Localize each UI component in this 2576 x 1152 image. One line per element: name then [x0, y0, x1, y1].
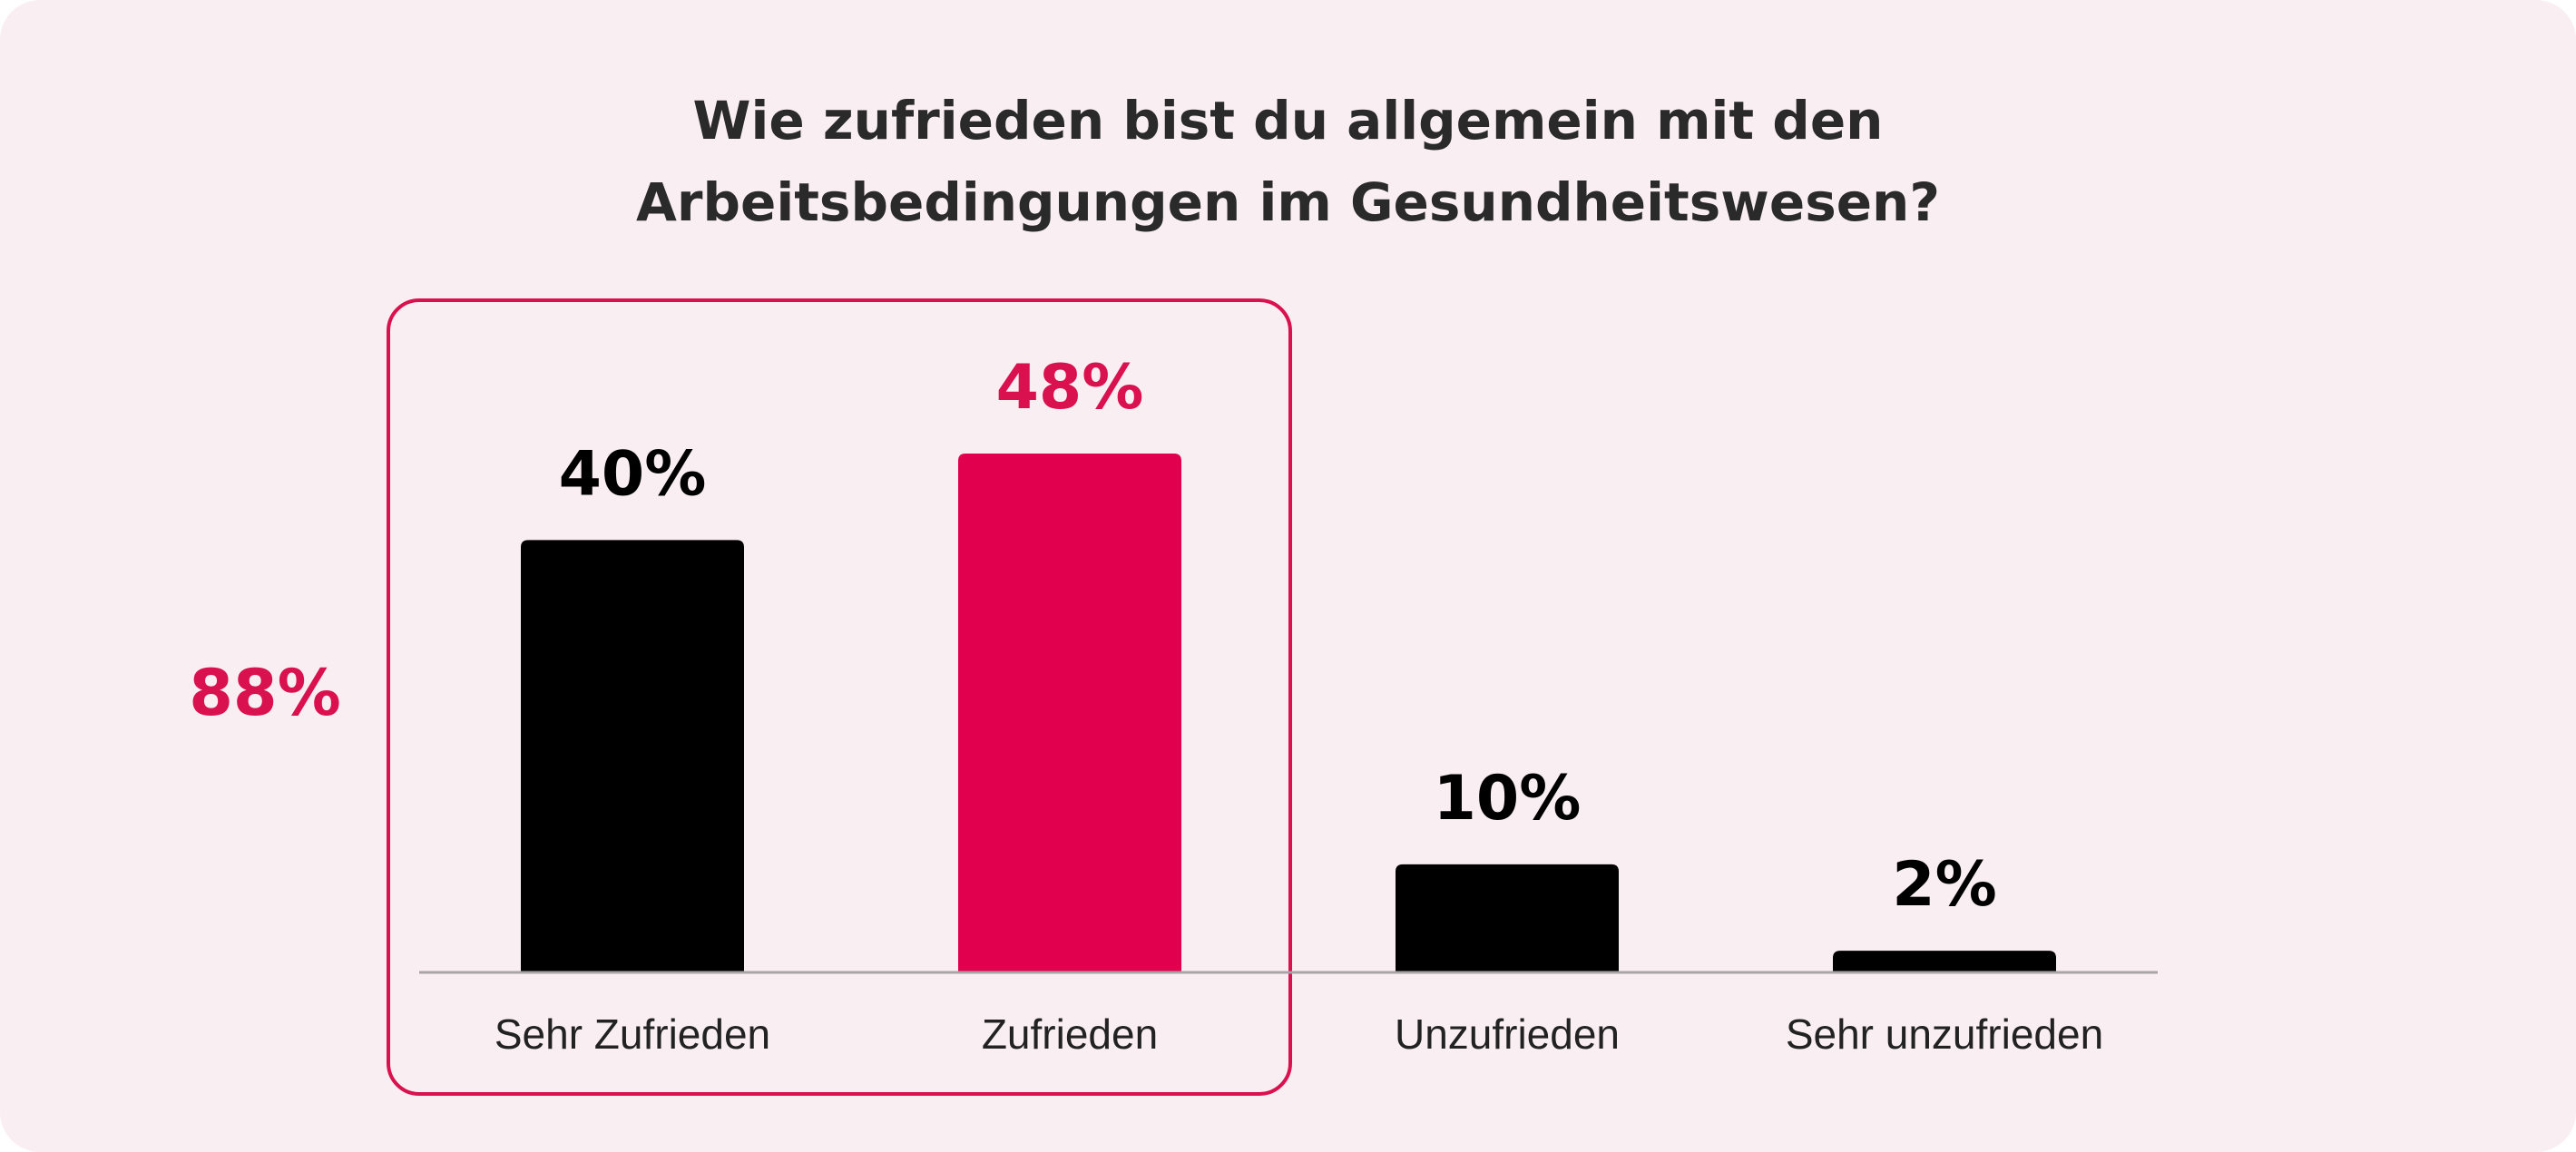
value-label-unzufrieden: 10%: [1434, 763, 1582, 835]
bar-zufrieden: [958, 454, 1181, 972]
value-label-zufrieden: 48%: [996, 352, 1144, 424]
category-label-sehr-unzufrieden: Sehr unzufrieden: [1786, 1010, 2103, 1058]
bar-sehr-unzufrieden: [1833, 951, 2056, 972]
chart-title: Wie zufrieden bist du allgemein mit den …: [0, 80, 2576, 243]
category-label-zufrieden: Zufrieden: [982, 1010, 1158, 1058]
value-label-sehr-zufrieden: 40%: [559, 438, 707, 510]
bar-sehr-zufrieden: [521, 540, 744, 972]
value-label-sehr-unzufrieden: 2%: [1892, 849, 1996, 921]
highlight-sum-label: 88%: [189, 656, 341, 730]
chart-title-line-2: Arbeitsbedingungen im Gesundheitswesen?: [635, 171, 1940, 233]
chart-title-line-1: Wie zufrieden bist du allgemein mit den: [692, 90, 1884, 151]
highlight-box: [387, 298, 1292, 1096]
category-label-sehr-zufrieden: Sehr Zufrieden: [495, 1010, 770, 1058]
bar-unzufrieden: [1396, 864, 1619, 972]
category-label-unzufrieden: Unzufrieden: [1395, 1010, 1620, 1058]
